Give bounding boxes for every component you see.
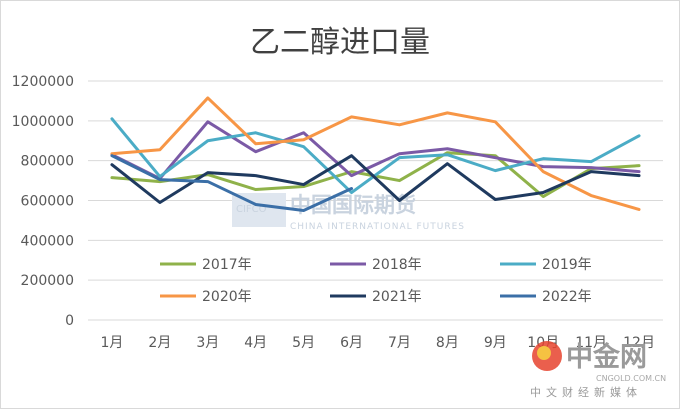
- legend-label: 2021年: [372, 289, 422, 305]
- watermark: CIFCO 中国国际期货 CHINA INTERNATIONAL FUTURES: [232, 193, 465, 232]
- x-tick-label: 3月: [196, 335, 219, 351]
- y-tick-label: 800000: [21, 154, 74, 170]
- series-line-2021年: [110, 154, 641, 204]
- series-line-2020年: [110, 96, 641, 211]
- y-tick-label: 0: [65, 313, 74, 329]
- logo-tagline: 中文财经新媒体: [530, 385, 642, 399]
- x-tick-label: 6月: [340, 335, 363, 351]
- series-line-2018年: [110, 120, 641, 181]
- chart-title: 乙二醇进口量: [250, 25, 430, 60]
- logo-mark-inner-icon: [537, 346, 551, 360]
- legend-label: 2017年: [202, 257, 252, 273]
- y-tick-label: 400000: [21, 233, 74, 249]
- series: [110, 96, 641, 212]
- x-tick-label: 7月: [388, 335, 411, 351]
- watermark-text-en: CHINA INTERNATIONAL FUTURES: [290, 222, 465, 232]
- x-tick-label: 2月: [148, 335, 171, 351]
- y-axis: 0 200000 400000 600000 800000 1000000 1200000: [12, 74, 74, 329]
- watermark-badge: CIFCO: [236, 204, 267, 215]
- logo-url: CNGOLD.COM.CN: [596, 374, 666, 383]
- legend-label: 2022年: [542, 289, 592, 305]
- x-tick-label: 9月: [484, 335, 507, 351]
- legend-label: 2019年: [542, 257, 592, 273]
- legend-label: 2018年: [372, 257, 422, 273]
- x-tick-label: 11月: [575, 335, 607, 351]
- cngold-logo: 中金网 CNGOLD.COM.CN 中文财经新媒体: [530, 341, 666, 399]
- y-tick-label: 1200000: [12, 74, 74, 90]
- y-tick-label: 200000: [21, 273, 74, 289]
- legend: 2017年 2018年 2019年 2020年 2021年 2022年: [160, 257, 592, 305]
- x-tick-label: 8月: [436, 335, 459, 351]
- x-tick-label: 4月: [244, 335, 267, 351]
- x-tick-label: 12月: [623, 335, 655, 351]
- series-line-2019年: [110, 117, 641, 195]
- logo-brand: 中金网: [566, 341, 647, 373]
- y-tick-label: 1000000: [12, 114, 74, 130]
- x-tick-label: 5月: [292, 335, 315, 351]
- series-line-2022年: [110, 154, 354, 212]
- x-tick-label: 1月: [100, 335, 123, 351]
- y-tick-label: 600000: [21, 194, 74, 210]
- legend-label: 2020年: [202, 289, 252, 305]
